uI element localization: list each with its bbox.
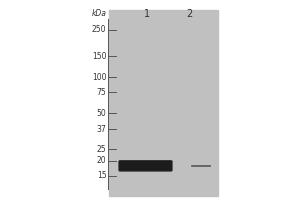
Text: 20: 20: [97, 156, 106, 165]
Text: 250: 250: [92, 25, 106, 34]
Text: 2: 2: [186, 9, 192, 19]
Text: 50: 50: [97, 109, 106, 118]
Text: 1: 1: [144, 9, 150, 19]
Text: kDa: kDa: [92, 9, 106, 18]
Text: 150: 150: [92, 52, 106, 61]
Text: 25: 25: [97, 145, 106, 154]
Text: 75: 75: [97, 88, 106, 97]
Text: 15: 15: [97, 171, 106, 180]
Text: 37: 37: [97, 125, 106, 134]
Text: 100: 100: [92, 73, 106, 82]
Bar: [109, 10, 218, 196]
FancyBboxPatch shape: [119, 161, 172, 171]
